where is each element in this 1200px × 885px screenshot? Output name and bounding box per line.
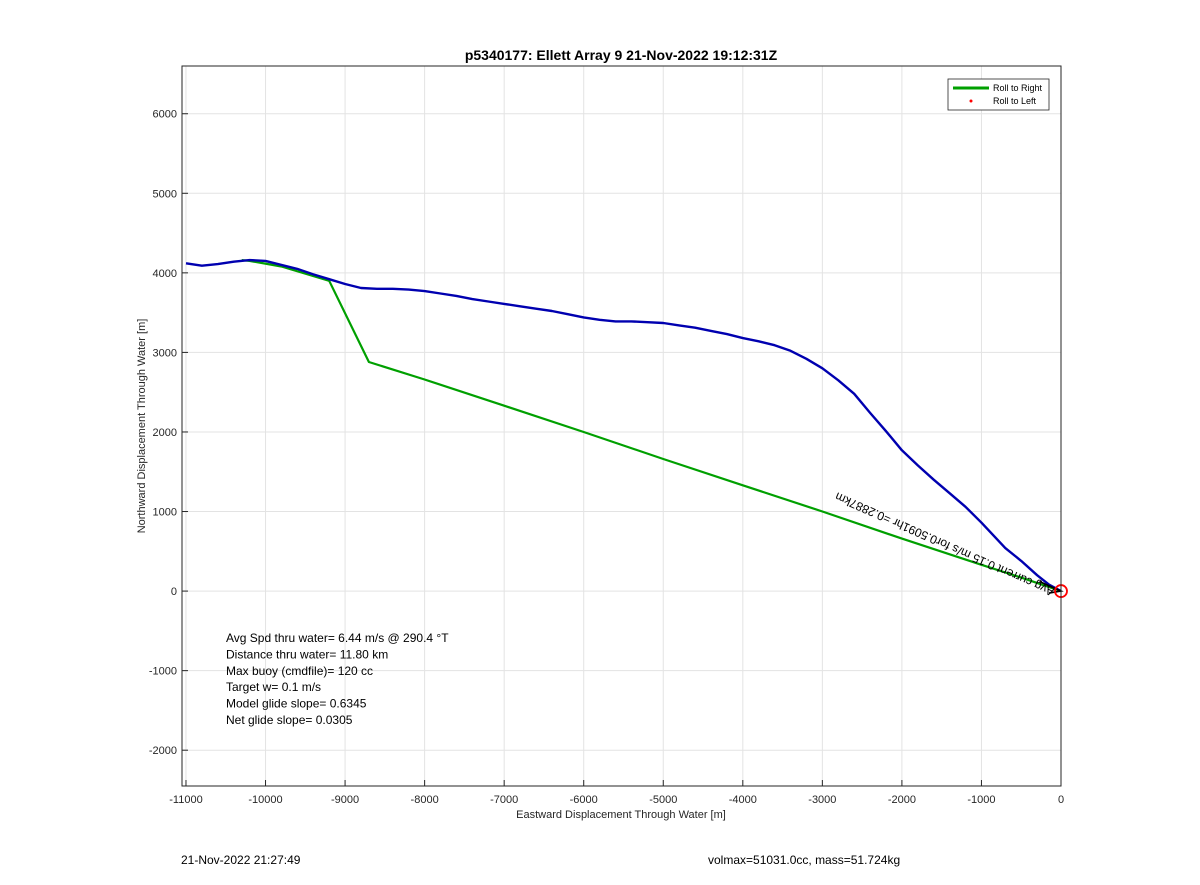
y-axis-label: Northward Displacement Through Water [m] xyxy=(136,319,148,534)
y-tick-label: -1000 xyxy=(149,666,177,678)
stats-line: Model glide slope= 0.6345 xyxy=(226,697,367,711)
stats-line: Max buoy (cmdfile)= 120 cc xyxy=(226,664,373,678)
y-tick-label: 4000 xyxy=(153,268,177,280)
plot-background xyxy=(182,66,1061,786)
x-tick-label: -9000 xyxy=(331,794,359,806)
x-axis-label: Eastward Displacement Through Water [m] xyxy=(516,809,726,821)
x-tick-label: 0 xyxy=(1058,794,1064,806)
legend-label-roll-right: Roll to Right xyxy=(993,83,1043,93)
legend: Roll to Right Roll to Left xyxy=(947,78,1050,111)
x-tick-label: -6000 xyxy=(570,794,598,806)
stats-line: Target w= 0.1 m/s xyxy=(226,680,321,694)
y-tick-label: 2000 xyxy=(153,427,177,439)
y-tick-label: -2000 xyxy=(149,745,177,757)
y-tick-label: 1000 xyxy=(153,507,177,519)
x-axis-ticks: -11000 -10000 -9000 -8000 -7000 -6000 -5000 -40… xyxy=(169,780,1064,806)
stats-line: Net glide slope= 0.0305 xyxy=(226,713,353,727)
chart-title: p5340177: Ellett Array 9 21-Nov-2022 19:… xyxy=(465,47,778,63)
legend-swatch-roll-left xyxy=(969,99,973,103)
x-tick-label: -3000 xyxy=(808,794,836,806)
footer-timestamp: 21-Nov-2022 21:27:49 xyxy=(181,853,301,867)
y-tick-label: 6000 xyxy=(153,109,177,121)
x-tick-label: -11000 xyxy=(169,794,202,806)
y-tick-label: 3000 xyxy=(153,347,177,359)
x-tick-label: -4000 xyxy=(729,794,757,806)
series-line-roll-right xyxy=(241,259,1062,593)
x-tick-label: -5000 xyxy=(649,794,677,806)
x-tick-label: -10000 xyxy=(248,794,282,806)
legend-label-roll-left: Roll to Left xyxy=(993,96,1037,106)
y-tick-label: 5000 xyxy=(153,188,177,200)
legend-box xyxy=(947,78,1050,111)
x-tick-label: -8000 xyxy=(411,794,439,806)
stats-line: Distance thru water= 11.80 km xyxy=(226,647,388,661)
series-line-track xyxy=(185,258,1062,593)
x-tick-label: -1000 xyxy=(967,794,995,806)
stats-line: Avg Spd thru water= 6.44 m/s @ 290.4 °T xyxy=(226,631,449,645)
plot-frame xyxy=(181,65,1062,787)
footer-mass-info: volmax=51031.0cc, mass=51.724kg xyxy=(708,853,901,867)
stats-annotation: Avg Spd thru water= 6.44 m/s @ 290.4 °T D… xyxy=(226,631,449,727)
y-axis-ticks: -2000 -1000 0 1000 2000 3000 4000 5000 6000 xyxy=(149,109,188,757)
x-tick-label: -7000 xyxy=(490,794,518,806)
y-tick-label: 0 xyxy=(171,586,177,598)
x-tick-label: -2000 xyxy=(888,794,916,806)
